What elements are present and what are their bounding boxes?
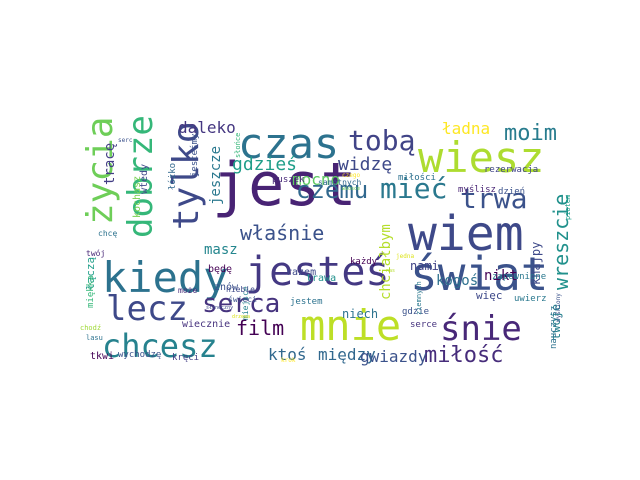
word: masz: [204, 242, 238, 258]
word: będę: [208, 264, 232, 275]
word: więc: [476, 289, 503, 302]
word: krok: [281, 357, 296, 364]
word: chodź: [80, 324, 101, 332]
word: trwa: [460, 182, 527, 215]
word: kręci: [172, 353, 199, 363]
word: piotem: [564, 195, 572, 220]
word: mnie: [300, 301, 401, 350]
word: jesteśmy: [189, 133, 200, 177]
word: moim: [504, 121, 557, 146]
word: trawa: [306, 273, 336, 284]
word: dobrze: [121, 115, 161, 238]
word: czas: [238, 119, 339, 168]
word: serce: [410, 320, 437, 330]
word: kochasz: [132, 176, 143, 218]
word: rezerwacja: [484, 165, 538, 175]
word: zapewnione: [492, 272, 546, 282]
word: dzień: [498, 187, 525, 197]
word: razem: [286, 267, 316, 278]
word: mieć: [380, 172, 447, 205]
word: ktoś: [268, 345, 307, 364]
word: nauczysz: [549, 306, 559, 349]
word: chcesz: [102, 327, 218, 365]
word: gwiazdy: [360, 347, 428, 366]
word: daleko: [178, 118, 236, 137]
word: tkwi: [90, 351, 114, 362]
word: knajpy: [529, 242, 543, 285]
word: między: [318, 345, 376, 364]
word: jesteś: [245, 249, 390, 295]
word: jest: [212, 150, 357, 220]
word: twoje: [549, 304, 563, 340]
word: gdzie: [402, 307, 429, 317]
word: słońce: [234, 133, 242, 158]
word: czego: [342, 172, 360, 179]
word: myślisz: [458, 184, 496, 195]
word: miękka: [86, 275, 96, 308]
word: tylko: [166, 122, 207, 230]
word: miłość: [424, 343, 503, 368]
word: serc: [118, 137, 133, 144]
word: świat: [410, 247, 548, 301]
word: lecz: [106, 289, 188, 329]
word: kogoś: [436, 273, 478, 289]
word: miłości: [398, 172, 436, 183]
word: jeszcze: [208, 146, 224, 205]
cloud-background: [75, 115, 575, 365]
word: tobą: [348, 124, 415, 157]
word: gdzieś: [232, 154, 297, 175]
word: nikt: [484, 268, 518, 284]
word: nas: [386, 268, 395, 274]
word: tracę: [102, 143, 118, 185]
word: film: [236, 316, 284, 340]
word: niebie: [226, 285, 255, 294]
word: jedna: [396, 253, 414, 260]
word: chcę: [98, 229, 117, 238]
word: widzę: [338, 154, 392, 175]
word: puszek: [272, 175, 305, 185]
word: jestem: [290, 297, 323, 307]
word: wtedy: [139, 164, 150, 194]
word: lasu: [86, 334, 103, 342]
word: może: [178, 286, 197, 295]
word: ziemnych: [415, 281, 423, 315]
word: kiedy: [102, 253, 228, 302]
word: łączą: [84, 257, 97, 290]
word: uwierz: [514, 294, 547, 304]
word: życia: [80, 117, 121, 225]
word: każdy: [350, 257, 378, 267]
word: wiecznie: [182, 319, 230, 330]
word: wreszcie: [549, 194, 573, 290]
word: wyśniony: [555, 293, 562, 322]
word: ładna: [442, 119, 490, 138]
word: wychodzę: [118, 350, 161, 360]
word: twój: [86, 248, 105, 258]
word: śnie: [440, 309, 522, 349]
word: drzewa: [232, 314, 250, 320]
word: wiem: [408, 206, 524, 262]
word: niech: [342, 307, 378, 321]
word: samotnych: [318, 178, 362, 187]
word: czemu: [296, 176, 368, 204]
word: wiosce: [342, 186, 360, 192]
word: słoneczny: [206, 305, 233, 311]
word: serca: [202, 289, 280, 319]
word: miejsce: [241, 286, 250, 320]
word: świeci: [228, 294, 257, 304]
word: nami: [410, 259, 439, 273]
word: łóżko: [167, 163, 178, 190]
word: właśnie: [240, 221, 324, 245]
word: wiesz: [418, 133, 544, 182]
word: znów: [214, 281, 239, 293]
word: mocno: [292, 170, 340, 189]
word: chciałbym: [378, 224, 394, 300]
